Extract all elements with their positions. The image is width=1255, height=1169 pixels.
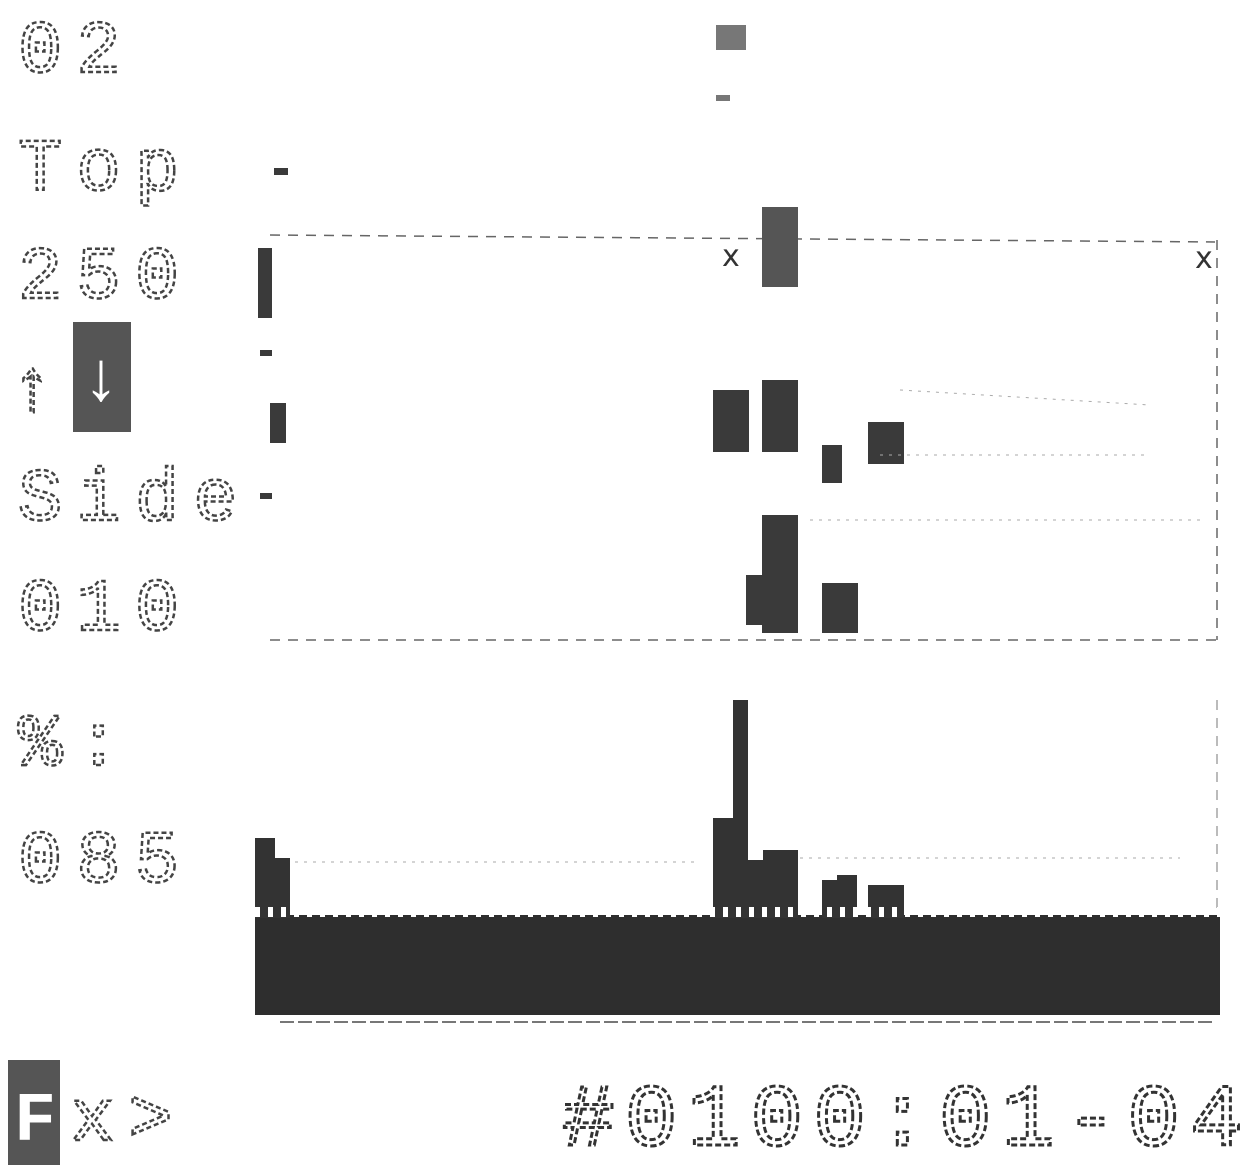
- side-label: Side: [18, 459, 252, 543]
- top-value: 250: [18, 237, 193, 321]
- record-code: #0100:01-04: [562, 1073, 1253, 1169]
- prompt: x>: [70, 1079, 187, 1163]
- side-value: 010: [18, 569, 193, 653]
- key-box: [8, 1060, 60, 1165]
- upper-frame: [269, 234, 1220, 641]
- marker: x: [722, 239, 740, 274]
- up-arrow: ↑: [10, 349, 68, 433]
- function-key[interactable]: F: [14, 1083, 56, 1162]
- marker: x: [1195, 241, 1213, 276]
- view-label: Top: [18, 129, 193, 213]
- noise: [295, 389, 1200, 863]
- lower-plot: [255, 389, 1220, 1023]
- selected-box: [73, 322, 131, 432]
- down-arrow[interactable]: ↓: [80, 343, 122, 422]
- upper-blocks: [258, 25, 904, 633]
- channel-label: 02: [18, 11, 135, 95]
- percent-label: %:: [18, 704, 135, 788]
- percent-value: 085: [18, 821, 193, 905]
